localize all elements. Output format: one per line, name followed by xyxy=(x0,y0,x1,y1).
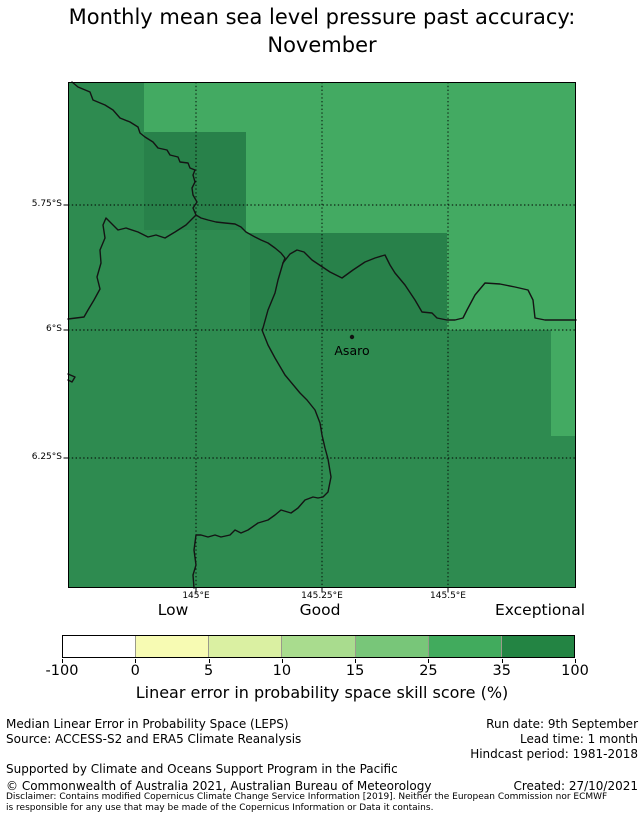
colorbar-tick-label: -100 xyxy=(45,663,79,679)
colorbar-segment-4 xyxy=(354,636,428,657)
footer-source: Source: ACCESS-S2 and ERA5 Climate Reana… xyxy=(6,732,302,746)
colorbar-tick-mark xyxy=(135,659,137,663)
legend-label-exceptional: Exceptional xyxy=(494,601,586,619)
colorbar-tick-label: 10 xyxy=(272,663,292,679)
footer-run-date: Run date: 9th September xyxy=(486,717,638,731)
map-fill-light-region xyxy=(447,233,576,330)
legend-label-low: Low xyxy=(157,601,189,619)
footer-supported-by: Supported by Climate and Oceans Support … xyxy=(6,762,398,776)
footer-lead-time: Lead time: 1 month xyxy=(519,732,638,746)
colorbar-tick-mark xyxy=(575,659,576,663)
colorbar-segment-3 xyxy=(281,636,355,657)
colorbar-segment-6 xyxy=(500,636,574,657)
legend-label-good: Good xyxy=(299,601,341,619)
admin-boundary-line xyxy=(67,214,286,320)
y-axis-tick-label: 6°S xyxy=(46,324,62,334)
colorbar-tick-mark xyxy=(355,659,357,663)
y-axis-tick-label: 5.75°S xyxy=(31,199,62,209)
map-border xyxy=(68,82,576,588)
map-panel: Asaro xyxy=(63,81,577,593)
place-marker-dot xyxy=(349,334,355,340)
colorbar-segment-0 xyxy=(63,636,136,657)
admin-boundary-line xyxy=(67,373,76,383)
colorbar-tick-mark xyxy=(62,659,63,663)
map-canvas: Asaro xyxy=(63,81,577,593)
map-fill-dark-region xyxy=(250,233,447,330)
admin-boundary-line xyxy=(282,249,577,321)
colorbar-tick-mark xyxy=(501,659,503,663)
colorbar-segment-1 xyxy=(135,636,209,657)
map-fill-light-region xyxy=(246,82,576,233)
page-title-line2: November xyxy=(267,33,377,57)
admin-boundary-line xyxy=(71,81,198,216)
colorbar-tick-mark xyxy=(281,659,283,663)
colorbar-tick-label: 25 xyxy=(419,663,438,679)
y-axis-tick-label: 6.25°S xyxy=(31,452,62,462)
colorbar-tick-label: 15 xyxy=(345,663,365,679)
colorbar-tick-label: 35 xyxy=(492,663,511,679)
colorbar-caption: Linear error in probability space skill … xyxy=(135,683,509,702)
colorbar-tick-mark xyxy=(428,659,430,663)
x-axis-tick-label: 145°E xyxy=(182,591,210,601)
footer-created-date: Created: 27/10/2021 xyxy=(513,779,638,793)
footer-copyright: © Commonwealth of Australia 2021, Austra… xyxy=(6,779,432,793)
colorbar-tick-mark xyxy=(208,659,210,663)
footer-disclaimer: Disclaimer: Contains modified Copernicus… xyxy=(6,792,608,813)
colorbar-segment-2 xyxy=(208,636,282,657)
colorbar-tick-label: 0 xyxy=(130,663,140,679)
place-marker-label: Asaro xyxy=(334,343,369,358)
admin-boundary-line xyxy=(192,262,332,589)
colorbar-tick-label: 5 xyxy=(203,663,214,679)
colorbar xyxy=(62,635,575,658)
x-axis-tick-label: 145.5°E xyxy=(430,591,466,601)
page-title-line1: Monthly mean sea level pressure past acc… xyxy=(68,5,576,29)
x-axis-tick-label: 145.25°E xyxy=(301,591,343,601)
colorbar-segment-5 xyxy=(427,636,501,657)
footer-metric-name: Median Linear Error in Probability Space… xyxy=(6,717,289,731)
footer-hindcast-period: Hindcast period: 1981-2018 xyxy=(470,747,638,761)
map-fill-light-region xyxy=(551,330,576,436)
colorbar-tick-label: 100 xyxy=(561,663,589,679)
